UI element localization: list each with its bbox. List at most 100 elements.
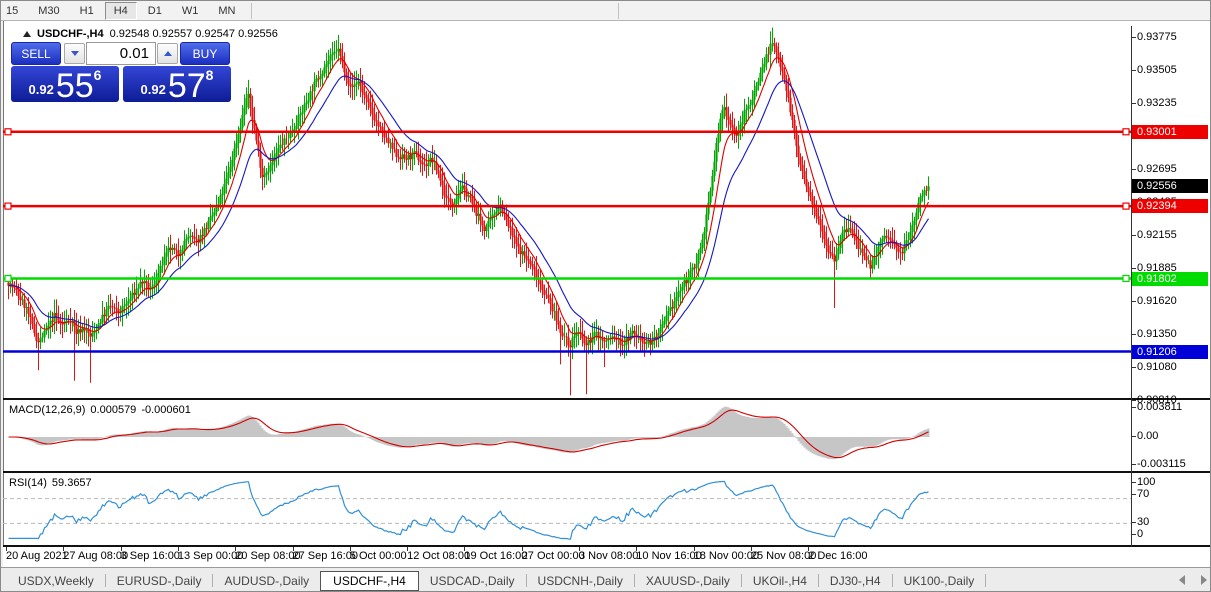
tab-xauusd-daily[interactable]: XAUUSD-,Daily <box>645 573 730 588</box>
timeframe-button-mn[interactable]: MN <box>218 4 236 17</box>
arrow-up-icon <box>163 51 172 56</box>
tab-scroll-left-icon[interactable] <box>1179 575 1185 585</box>
rsi-axis-tick <box>1131 534 1136 535</box>
tab-usdcnh-daily[interactable]: USDCNH-,Daily <box>537 573 623 588</box>
tab-ukoil-h4[interactable]: UKOil-,H4 <box>752 573 807 588</box>
price-axis-label: 0.91885 <box>1137 262 1177 274</box>
timeframe-button-h4[interactable]: H4 <box>104 1 137 20</box>
panel-separator[interactable] <box>3 545 1210 547</box>
price-axis-label: 0.91080 <box>1137 361 1177 373</box>
tab-separator <box>525 574 527 587</box>
price-axis-tick <box>1131 301 1136 302</box>
macd-axis-tick <box>1131 464 1136 465</box>
rsi-canvas[interactable] <box>3 474 1131 545</box>
price-axis-label: 0.93775 <box>1137 31 1177 43</box>
tab-usdcad-daily[interactable]: USDCAD-,Daily <box>429 573 515 588</box>
sell-price-big: 55 <box>55 67 94 105</box>
sell-button[interactable]: SELL <box>11 42 61 65</box>
buy-price-sup: 8 <box>205 67 214 83</box>
tab-scroll-right-icon[interactable] <box>1201 575 1207 585</box>
price-axis-tick <box>1131 103 1136 104</box>
rsi-axis-label: 30 <box>1137 516 1150 528</box>
price-chart-canvas[interactable] <box>3 26 1131 399</box>
tab-eurusd-daily[interactable]: EURUSD-,Daily <box>116 573 202 588</box>
time-axis-tick <box>63 547 65 551</box>
time-axis-label: 27 Oct 00:00 <box>521 550 585 562</box>
sell-button-label: SELL <box>21 46 51 61</box>
time-axis-label: 2 Dec 16:00 <box>808 550 868 562</box>
time-axis-label: 27 Aug 08:00 <box>63 550 129 562</box>
time-axis-label: 10 Nov 16:00 <box>636 550 702 562</box>
time-axis-tick <box>349 547 351 551</box>
toolbar-separator <box>618 2 620 19</box>
timeframe-button-d1[interactable]: D1 <box>147 4 162 17</box>
timeframe-button-h1[interactable]: H1 <box>79 4 94 17</box>
time-axis-tick <box>521 547 523 551</box>
price-level-badge: 0.93001 <box>1132 125 1208 139</box>
lot-decrease-button[interactable] <box>64 43 85 64</box>
time-axis-label: 5 Oct 00:00 <box>349 550 407 562</box>
price-axis-label: 0.92155 <box>1137 229 1177 241</box>
chart-tab-bar: USDX,Weekly EURUSD-,Daily AUDUSD-,Daily USD… <box>1 567 1210 591</box>
time-axis-tick <box>693 547 695 551</box>
price-axis-label: 0.92695 <box>1137 163 1177 175</box>
tab-separator <box>817 574 819 587</box>
lot-size-input[interactable]: 0.01 <box>86 42 156 65</box>
price-level-badge: 0.91802 <box>1132 272 1208 286</box>
rsi-axis-tick <box>1131 522 1136 523</box>
tab-audusd-daily[interactable]: AUDUSD-,Daily <box>224 573 310 588</box>
arrow-down-icon <box>70 51 79 56</box>
time-axis-label: 27 Sep 16:00 <box>292 550 358 562</box>
panel-separator[interactable] <box>3 398 1210 400</box>
price-level-badge: 0.92556 <box>1132 179 1208 193</box>
price-axis-tick <box>1131 235 1136 236</box>
macd-axis-label: -0.003115 <box>1137 458 1186 470</box>
timeframe-button-15[interactable]: 15 <box>6 4 19 17</box>
timeframe-toolbar: 15 M30 H1 H4 D1 W1 MN <box>1 1 1210 21</box>
timeframe-button-w1[interactable]: W1 <box>181 4 199 17</box>
macd-label-row: MACD(12,26,9) 0.000579 -0.000601 <box>9 404 191 416</box>
timeframe-button-m30[interactable]: M30 <box>38 4 60 17</box>
tab-uk100-daily[interactable]: UK100-,Daily <box>903 573 975 588</box>
time-axis-label: 3 Sep 16:00 <box>120 550 180 562</box>
price-axis-tick <box>1131 268 1136 269</box>
buy-price-prefix: 0.92 <box>140 82 166 97</box>
toolbar-separator <box>251 2 253 19</box>
price-level-badge: 0.92394 <box>1132 199 1208 213</box>
buy-price-big: 57 <box>167 67 206 105</box>
lot-increase-button[interactable] <box>157 43 178 64</box>
rsi-axis-label: 100 <box>1137 476 1156 488</box>
time-axis-tick <box>407 547 409 551</box>
time-axis-tick <box>636 547 638 551</box>
tab-usdx-weekly[interactable]: USDX,Weekly <box>18 573 94 588</box>
price-axis-tick <box>1131 169 1136 170</box>
tab-scroll-controls <box>1179 575 1207 585</box>
tab-separator <box>740 574 742 587</box>
price-axis-label: 0.93505 <box>1137 64 1177 76</box>
panel-separator[interactable] <box>3 471 1210 473</box>
sell-price-display[interactable]: 0.92 55 6 <box>11 66 119 105</box>
time-axis-tick <box>292 547 294 551</box>
chart-expand-icon[interactable] <box>23 31 31 37</box>
tab-dj30-h4[interactable]: DJ30-,H4 <box>829 573 881 588</box>
time-axis-label: 18 Nov 00:00 <box>693 550 760 562</box>
buy-button[interactable]: BUY <box>180 42 230 65</box>
time-axis-label: 20 Aug 2021 <box>6 550 68 562</box>
chart-ohlc-values: 0.92548 0.92557 0.92547 0.92556 <box>109 28 278 40</box>
rsi-label-row: RSI(14) 59.3657 <box>9 477 92 489</box>
macd-main-value: 0.000579 <box>90 404 137 416</box>
macd-canvas[interactable] <box>3 401 1131 471</box>
sell-price-prefix: 0.92 <box>28 82 54 97</box>
macd-axis-label: 0.00 <box>1137 430 1159 442</box>
rsi-axis-tick <box>1131 482 1136 483</box>
time-axis-tick <box>177 547 179 551</box>
macd-axis-label: 0.003811 <box>1137 401 1183 413</box>
time-axis-label: 13 Sep 00:00 <box>177 550 244 562</box>
price-axis-label: 0.91620 <box>1137 295 1177 307</box>
macd-axis-tick <box>1131 407 1136 408</box>
tab-usdchf-h4[interactable]: USDCHF-,H4 <box>320 570 419 591</box>
buy-price-display[interactable]: 0.92 57 8 <box>123 66 231 105</box>
time-axis-tick <box>235 547 237 551</box>
time-axis-tick <box>120 547 122 551</box>
